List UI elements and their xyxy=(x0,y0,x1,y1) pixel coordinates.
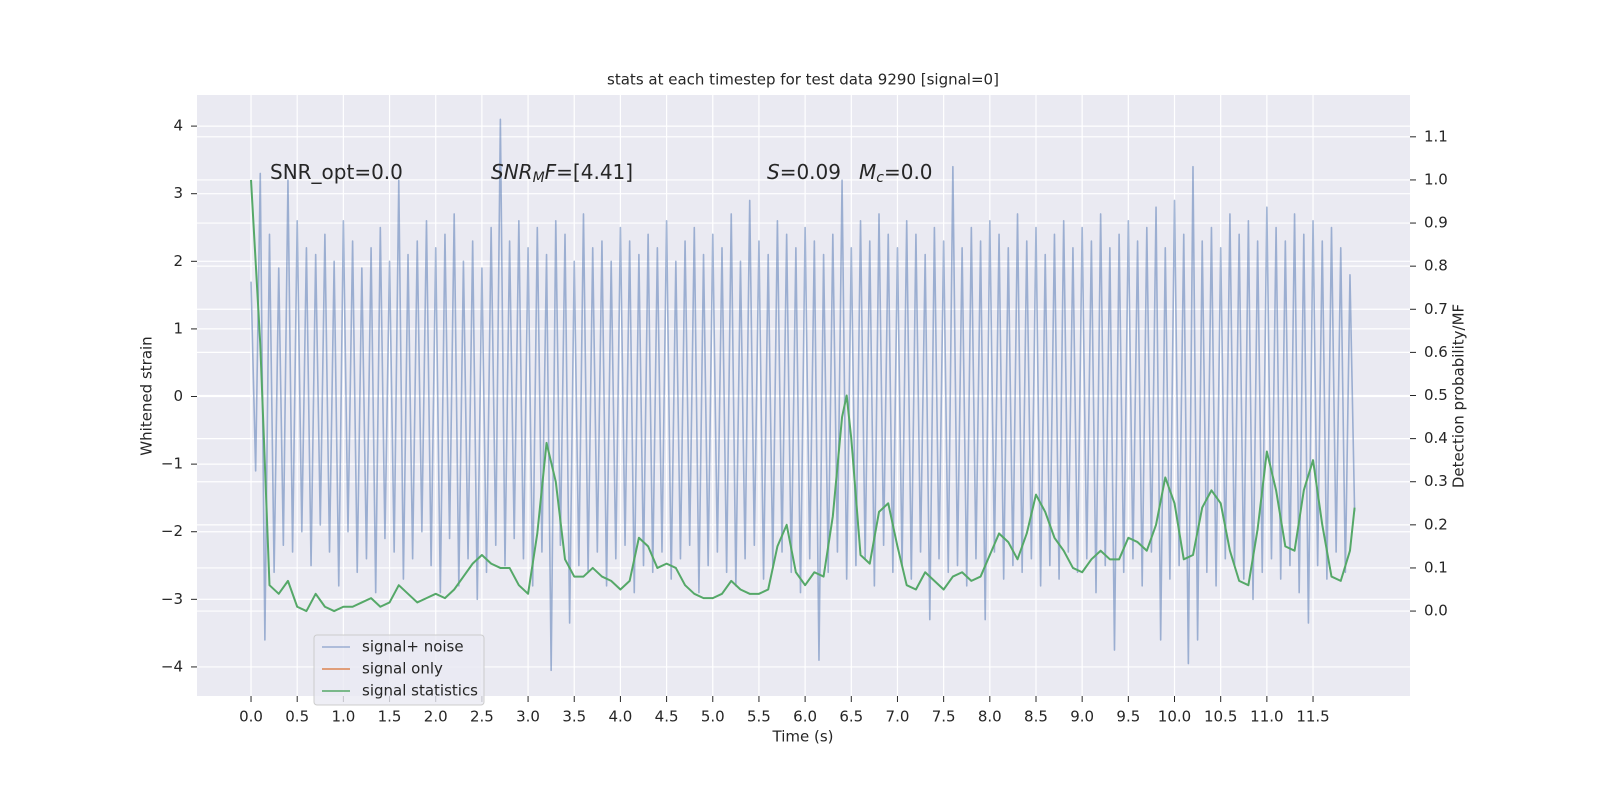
x-tick-label: 11.0 xyxy=(1250,708,1283,726)
annotation-part: c xyxy=(876,170,884,186)
y-tick-label: 2 xyxy=(173,252,183,270)
legend-label: signal+ noise xyxy=(362,638,464,656)
legend-label: signal only xyxy=(362,660,443,678)
x-tick-label: 6.0 xyxy=(793,708,817,726)
y2-tick-label: 0.0 xyxy=(1424,602,1448,620)
annotation: Mc=0.0 xyxy=(859,160,933,187)
y-tick-label: −1 xyxy=(161,455,183,473)
x-tick-label: 9.0 xyxy=(1070,708,1094,726)
annotation: SNR_opt=0.0 xyxy=(270,160,403,184)
annotation-part: F xyxy=(545,160,557,184)
y2-tick-label: 0.1 xyxy=(1424,558,1448,576)
y-tick-label: −2 xyxy=(161,522,183,540)
annotation-part: M xyxy=(533,170,545,186)
y-tick-label: 3 xyxy=(173,184,183,202)
y-tick-label: 4 xyxy=(173,117,183,135)
x-tick-label: 1.0 xyxy=(331,708,355,726)
y2-tick-label: 1.1 xyxy=(1424,127,1448,145)
x-tick-label: 3.5 xyxy=(562,708,586,726)
annotation-part: SNR_opt=0.0 xyxy=(270,160,403,184)
y-axis-label: Whitened strain xyxy=(138,336,156,455)
series-line xyxy=(250,118,1356,672)
y2-tick-label: 0.7 xyxy=(1424,300,1448,318)
legend-label: signal statistics xyxy=(362,682,478,700)
x-tick-label: 6.5 xyxy=(839,708,863,726)
x-tick-label: 4.5 xyxy=(655,708,679,726)
y2-tick-label: 0.9 xyxy=(1424,214,1448,232)
annotation-part: =[4.41] xyxy=(556,160,633,184)
annotation-part: SNR xyxy=(491,160,533,184)
y-tick-label: −3 xyxy=(161,590,183,608)
x-tick-label: 1.5 xyxy=(378,708,402,726)
x-tick-label: 10.0 xyxy=(1158,708,1191,726)
y2-tick-label: 0.8 xyxy=(1424,257,1448,275)
y2-tick-label: 0.3 xyxy=(1424,472,1448,490)
x-tick-label: 11.5 xyxy=(1296,708,1329,726)
x-tick-label: 9.5 xyxy=(1116,708,1140,726)
series-line xyxy=(250,179,1356,613)
x-tick-label: 2.5 xyxy=(470,708,494,726)
x-tick-label: 4.0 xyxy=(608,708,632,726)
x-tick-label: 7.0 xyxy=(886,708,910,726)
y2-tick-label: 0.4 xyxy=(1424,429,1448,447)
annotation: SNRMF=[4.41] xyxy=(491,160,633,187)
x-tick-label: 8.0 xyxy=(978,708,1002,726)
x-tick-label: 0.5 xyxy=(285,708,309,726)
annotation-part: S xyxy=(767,160,780,184)
y2-tick-label: 1.0 xyxy=(1424,170,1448,188)
x-tick-label: 2.0 xyxy=(424,708,448,726)
x-tick-label: 0.0 xyxy=(239,708,263,726)
y2-tick-label: 0.5 xyxy=(1424,386,1448,404)
x-tick-label: 3.0 xyxy=(516,708,540,726)
x-tick-label: 8.5 xyxy=(1024,708,1048,726)
y2-tick-label: 0.6 xyxy=(1424,343,1448,361)
x-tick-label: 5.0 xyxy=(701,708,725,726)
x-tick-label: 5.5 xyxy=(747,708,771,726)
annotation: S=0.09 xyxy=(767,160,841,184)
y2-axis-label: Detection probability/MF xyxy=(1450,304,1468,488)
legend-box xyxy=(313,634,485,706)
chart-title: stats at each timestep for test data 929… xyxy=(607,71,999,89)
y-tick-label: −4 xyxy=(161,657,183,675)
annotation-part: M xyxy=(859,160,876,184)
y-tick-label: 0 xyxy=(173,387,183,405)
y2-tick-label: 0.2 xyxy=(1424,515,1448,533)
y-tick-label: 1 xyxy=(173,319,183,337)
annotation-part: =0.0 xyxy=(884,160,933,184)
x-tick-label: 7.5 xyxy=(932,708,956,726)
x-tick-label: 10.5 xyxy=(1204,708,1237,726)
annotation-part: =0.09 xyxy=(780,160,841,184)
x-axis-label: Time (s) xyxy=(772,728,834,746)
